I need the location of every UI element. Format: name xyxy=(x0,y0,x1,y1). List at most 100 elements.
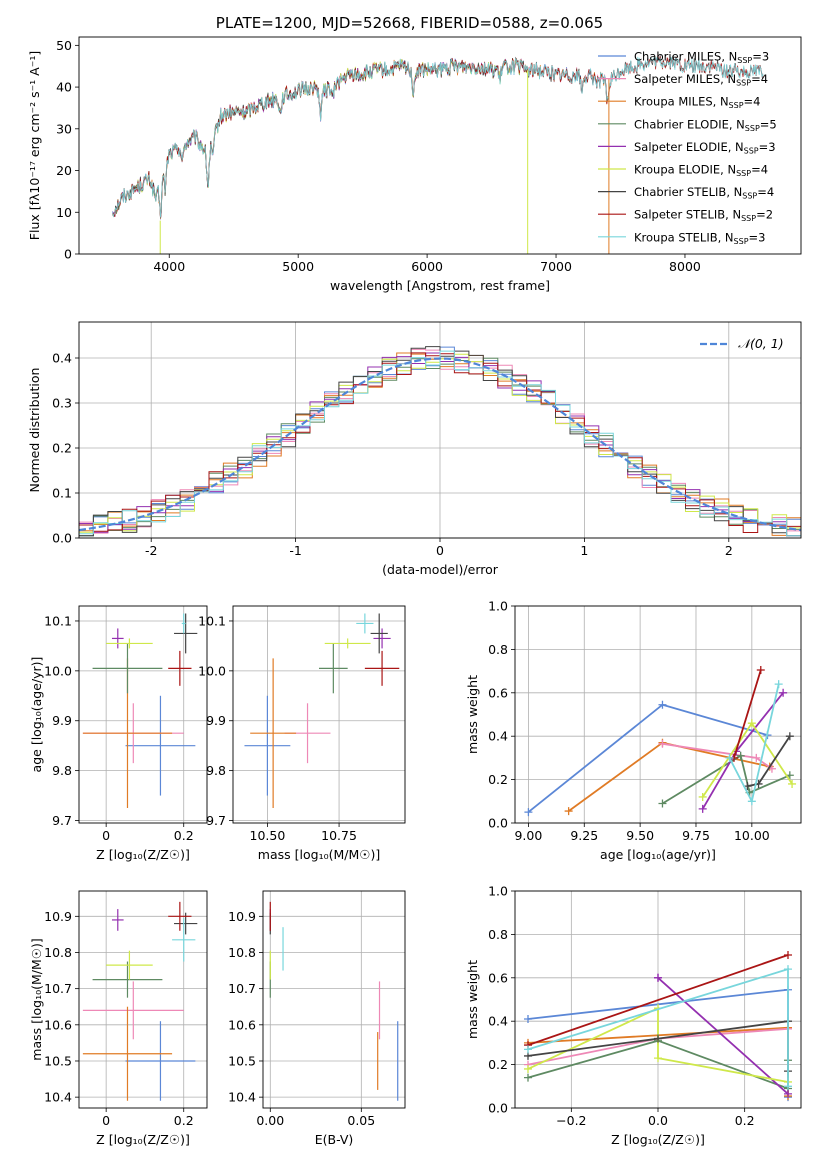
age-vs-Z-panel: 0 0.2 9.7 9.8 9.9 10.0 10.1 Z [log₁₀(Z/Z☉)] age … xyxy=(29,605,208,862)
y-tick-label: 20 xyxy=(56,163,72,178)
x-tick-label: 9.50 xyxy=(626,828,654,843)
axes-frame xyxy=(514,890,802,1109)
errorbar-point xyxy=(125,1021,196,1101)
weight-marker xyxy=(658,799,667,808)
age-vs-mass-panel: 10.50 10.75 9.7 9.8 9.9 10.0 10.1 mass [log₁₀(M… xyxy=(198,605,406,862)
y-tick-label: 0.2 xyxy=(488,1057,508,1072)
weight-marker xyxy=(788,779,797,788)
spectrum-line xyxy=(112,57,612,220)
y-tick-label: 0 xyxy=(64,247,72,262)
y-tick-label: 10.1 xyxy=(198,613,226,628)
x-tick-label: 10.00 xyxy=(734,828,770,843)
weight-marker xyxy=(524,1073,532,1082)
x-axis-label: (data-model)/error xyxy=(382,562,499,577)
y-tick-label: 50 xyxy=(56,38,72,53)
y-tick-label: 0.1 xyxy=(52,486,72,501)
x-tick-label: 0.00 xyxy=(256,1113,284,1128)
y-tick-label: 1.0 xyxy=(488,884,508,899)
y-tick-label: 0.8 xyxy=(488,927,508,942)
axes-frame xyxy=(78,605,208,824)
y-axis-label: age [log₁₀(age/yr)] xyxy=(29,657,44,773)
errorbar-point xyxy=(92,961,163,998)
figure-title: PLATE=1200, MJD=52668, FIBERID=0588, z=0… xyxy=(215,14,604,32)
errorbar-point xyxy=(106,950,153,980)
y-tick-label: 10.0 xyxy=(198,663,226,678)
axes-frame xyxy=(514,605,802,824)
x-axis-label: age [log₁₀(age/yr)] xyxy=(600,847,716,862)
weight-line xyxy=(662,742,773,770)
y-tick-label: 10.9 xyxy=(44,909,72,924)
weight-marker xyxy=(658,700,667,709)
weight-marker xyxy=(752,753,761,762)
weight-marker xyxy=(784,965,792,974)
y-tick-label: 30 xyxy=(56,121,72,136)
x-tick-label: 7000 xyxy=(540,259,572,274)
y-tick-label: 10.1 xyxy=(44,613,72,628)
weight-marker xyxy=(736,751,745,760)
legend-label: Chabrier MILES, NSSP=3 xyxy=(634,50,769,66)
weight-vs-age-panel: 9.00 9.25 9.50 9.75 10.00 0.0 0.2 0.4 0.6 0.8 1.0 a… xyxy=(465,599,802,862)
legend-label: Chabrier STELIB, NSSP=4 xyxy=(634,185,774,201)
weight-marker xyxy=(698,804,707,813)
x-tick-label: 9.00 xyxy=(514,828,542,843)
legend-label: 𝒩(0, 1) xyxy=(738,336,784,351)
y-tick-label: 10.6 xyxy=(228,1017,256,1032)
y-tick-label: 0.4 xyxy=(488,1014,508,1029)
weight-marker xyxy=(774,680,783,689)
x-tick-label: −0.2 xyxy=(556,1113,586,1128)
weight-line xyxy=(733,669,762,759)
x-axis-label: mass [log₁₀(M/M☉)] xyxy=(258,847,380,862)
errorbar-point xyxy=(172,918,196,962)
weight-marker xyxy=(654,1054,662,1063)
y-tick-label: 9.8 xyxy=(206,763,226,778)
x-tick-label: -2 xyxy=(145,543,157,558)
legend-label: Chabrier ELODIE, NSSP=5 xyxy=(634,117,777,133)
x-tick-label: 0 xyxy=(436,543,444,558)
histogram-step xyxy=(79,350,801,537)
y-tick-label: 9.7 xyxy=(206,813,226,828)
weight-marker xyxy=(698,792,707,801)
weight-marker xyxy=(785,732,794,741)
weight-marker xyxy=(784,1089,792,1098)
y-tick-label: 0.0 xyxy=(52,531,72,546)
errorbar-point xyxy=(106,638,153,649)
y-tick-label: 10.4 xyxy=(44,1090,72,1105)
weight-marker xyxy=(725,753,734,762)
legend-label: Kroupa MILES, NSSP=4 xyxy=(634,95,760,111)
spectrum-line xyxy=(112,58,528,219)
axes-frame xyxy=(78,36,802,255)
x-tick-label: 0 xyxy=(102,1113,110,1128)
legend-label: Salpeter ELODIE, NSSP=3 xyxy=(634,140,776,156)
errorbar-point xyxy=(111,628,124,649)
legend-label: Salpeter MILES, NSSP=4 xyxy=(634,72,768,88)
axes-frame xyxy=(232,605,406,824)
weight-marker xyxy=(784,1082,792,1091)
y-tick-label: 10.8 xyxy=(44,945,72,960)
x-axis-label: Z [log₁₀(Z/Z☉)] xyxy=(96,847,190,862)
y-tick-label: 10.8 xyxy=(228,945,256,960)
weight-line xyxy=(527,1006,789,1083)
errorbar-point xyxy=(82,981,184,1040)
weight-marker xyxy=(654,973,662,982)
legend-label: Kroupa STELIB, NSSP=3 xyxy=(634,230,765,246)
weight-marker xyxy=(524,808,533,817)
spectrum-line xyxy=(112,58,528,219)
y-tick-label: 9.9 xyxy=(206,713,226,728)
errorbar-point xyxy=(168,901,192,931)
x-tick-label: 10.75 xyxy=(321,828,357,843)
spectrum-panel: 4000 5000 6000 7000 8000 0 10 20 30 40 50 wavelengt… xyxy=(27,36,802,293)
y-tick-label: 0.2 xyxy=(52,441,72,456)
spectrum-line xyxy=(112,56,764,218)
y-tick-label: 0.4 xyxy=(488,729,508,744)
weight-marker xyxy=(756,666,765,675)
weight-marker xyxy=(779,688,788,697)
errorbar-point xyxy=(250,658,297,809)
errorbar-point xyxy=(324,638,371,649)
y-tick-label: 0.2 xyxy=(488,772,508,787)
y-tick-label: 0.6 xyxy=(488,685,508,700)
errorbar-point xyxy=(356,613,374,634)
y-tick-label: 1.0 xyxy=(488,599,508,614)
axes-frame xyxy=(78,321,802,539)
y-tick-label: 0.0 xyxy=(488,816,508,831)
